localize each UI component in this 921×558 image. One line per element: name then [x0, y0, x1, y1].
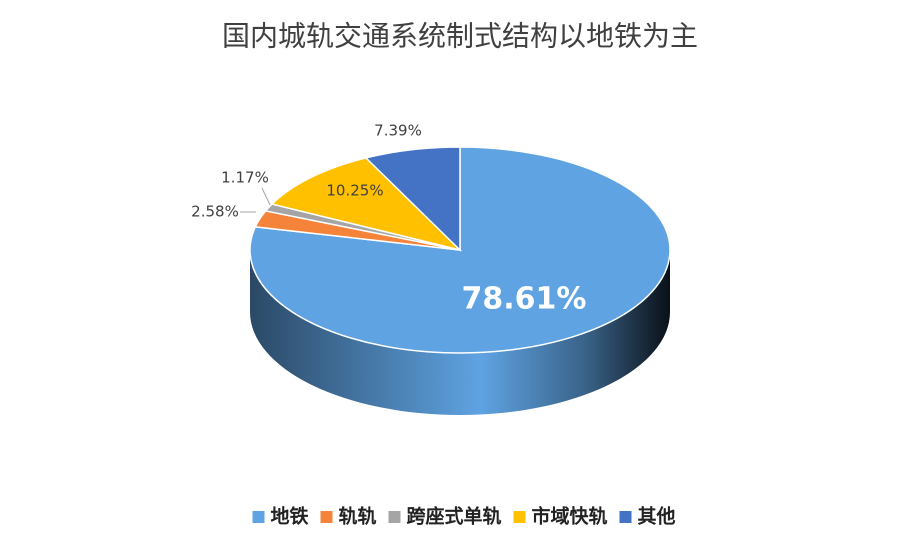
legend-label: 跨座式单轨 [407, 505, 502, 528]
leader-line [261, 187, 271, 206]
legend-swatch [513, 511, 526, 523]
legend-label: 轨轨 [339, 505, 377, 528]
legend-swatch [252, 511, 265, 523]
legend-label: 其他 [638, 505, 676, 528]
chart-title: 国内城轨交通系统制式结构以地铁为主 [222, 20, 698, 53]
data-label: 78.61% [462, 282, 587, 317]
data-label: 7.39% [374, 122, 422, 140]
legend-swatch [619, 511, 632, 523]
legend-label: 市域快轨 [532, 505, 608, 528]
data-label: 2.58% [191, 203, 239, 221]
slice-depth [250, 250, 670, 415]
data-label: 10.25% [326, 182, 383, 200]
legend-swatch [388, 511, 401, 523]
pie-slice [249, 146, 671, 354]
legend-swatch [320, 511, 333, 523]
pie-slice [364, 146, 461, 252]
data-label: 1.17% [221, 169, 269, 187]
pie-slice [270, 157, 463, 252]
legend-label: 地铁 [271, 505, 309, 528]
